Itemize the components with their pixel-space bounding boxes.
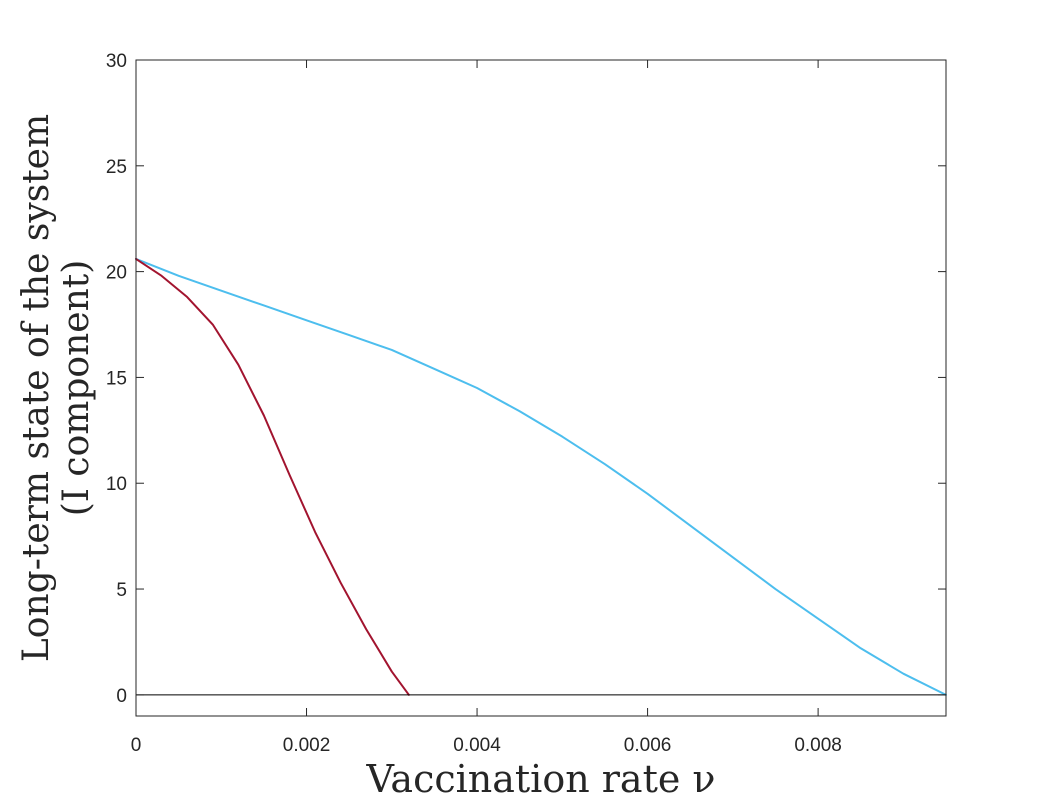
y-axis-title-line2: (I component) [56,260,97,517]
y-tick-label: 10 [106,474,127,495]
y-tick-label: 20 [106,263,127,284]
y-tick-label: 0 [116,686,127,707]
x-tick-label: 0.002 [283,735,331,756]
y-tick-label: 30 [106,51,127,72]
x-tick-label: 0.008 [794,735,842,756]
x-tick-label: 0 [131,735,142,756]
x-tick-label: 0.004 [453,735,501,756]
x-tick-label: 0.006 [624,735,672,756]
y-axis-ticks: 0 5 10 15 20 25 30 [106,51,946,707]
y-tick-label: 15 [106,368,127,389]
series-line-1 [135,257,410,696]
y-tick-label: 5 [116,580,127,601]
x-axis-ticks: 0 0.002 0.004 0.006 0.008 [131,60,842,756]
series-line-0 [135,257,947,696]
y-axis-title-line1: Long-term state of the system [16,114,57,662]
series-layer [135,257,947,696]
x-axis-title: Vaccination rate ν [365,757,715,801]
plot-area [136,60,946,716]
y-tick-label: 25 [106,157,127,178]
axes-box [135,59,947,717]
